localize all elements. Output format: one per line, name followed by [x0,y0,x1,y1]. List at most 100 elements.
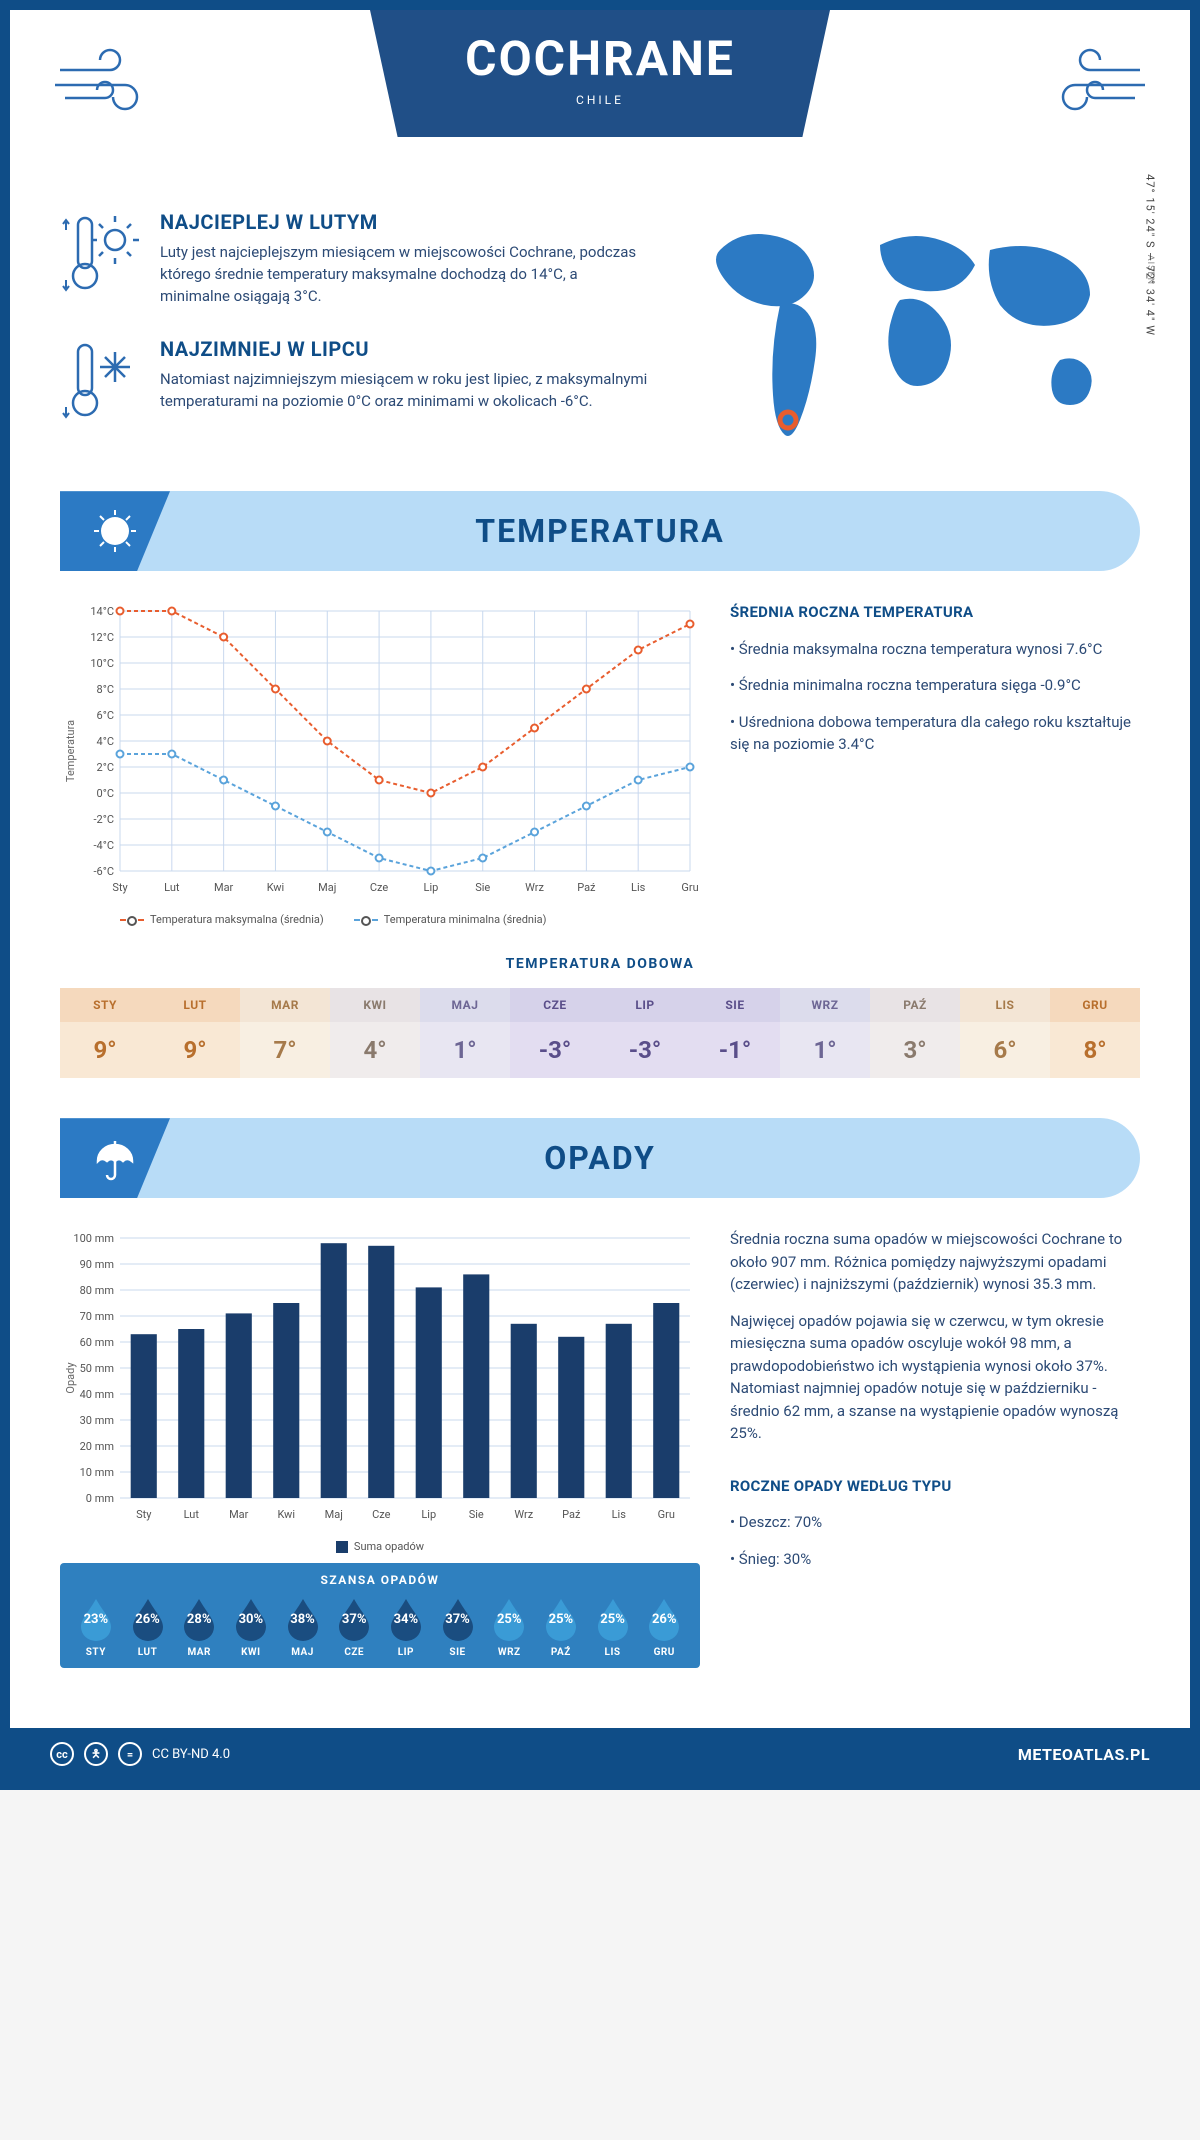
svg-text:Maj: Maj [325,1508,343,1521]
svg-text:Gru: Gru [658,1508,675,1521]
svg-text:60 mm: 60 mm [80,1336,114,1349]
precip-type-point: • Deszcz: 70% [730,1511,1140,1534]
svg-text:-4°C: -4°C [94,839,115,852]
svg-text:Kwi: Kwi [267,881,285,894]
daily-temp-cell: WRZ1° [780,988,870,1078]
svg-text:-6°C: -6°C [94,865,115,878]
svg-text:Sie: Sie [475,881,490,894]
nd-icon: = [118,1742,142,1766]
daily-temp-cell: CZE-3° [510,988,600,1078]
annual-temp-point: • Średnia maksymalna roczna temperatura … [730,638,1140,661]
rain-chance-cell: 37% CZE [328,1597,380,1658]
city-title: COCHRANE [370,30,830,87]
svg-text:Kwi: Kwi [277,1508,295,1521]
warm-fact-title: NAJCIEPLEJ W LUTYM [160,210,650,234]
coords-label: 47° 15' 24" S — 72° 34' 4" W [1144,174,1157,336]
rain-chance-cell: 30% KWI [225,1597,277,1658]
daily-temp-cell: GRU8° [1050,988,1140,1078]
daily-temp-table: STY9°LUT9°MAR7°KWI4°MAJ1°CZE-3°LIP-3°SIE… [60,988,1140,1078]
svg-text:Lip: Lip [424,881,439,894]
cold-fact-body: Natomiast najzimniejszym miesiącem w rok… [160,369,650,413]
rain-chance-cell: 26% LUT [122,1597,174,1658]
intro-row: NAJCIEPLEJ W LUTYM Luty jest najcieplejs… [10,190,1190,491]
precip-summary-paragraph: Średnia roczna suma opadów w miejscowośc… [730,1228,1140,1296]
svg-text:10 mm: 10 mm [80,1466,114,1479]
thermometer-sun-icon [60,210,140,307]
legend-min-label: Temperatura minimalna (średnia) [384,913,547,926]
rain-chance-cell: 25% LIS [587,1597,639,1658]
wind-icon [1030,40,1150,124]
rain-chance-cell: 25% WRZ [483,1597,535,1658]
svg-text:Temperatura: Temperatura [64,720,77,782]
svg-text:Lut: Lut [184,1508,200,1521]
temperature-legend: Temperatura maksymalna (średnia) Tempera… [60,913,700,926]
facts-column: NAJCIEPLEJ W LUTYM Luty jest najcieplejs… [60,210,650,461]
warm-fact: NAJCIEPLEJ W LUTYM Luty jest najcieplejs… [60,210,650,307]
annual-temp-point: • Średnia minimalna roczna temperatura s… [730,674,1140,697]
precipitation-chart-col: 0 mm10 mm20 mm30 mm40 mm50 mm60 mm70 mm8… [60,1228,700,1668]
svg-text:Sie: Sie [469,1508,484,1521]
page: COCHRANE CHILE NAJCIEPLEJ W LUTYM Luty j… [0,0,1200,1790]
precip-summary-paragraph: Najwięcej opadów pojawia się w czerwcu, … [730,1310,1140,1445]
rain-chance-cell: 34% LIP [380,1597,432,1658]
daily-temp-cell: STY9° [60,988,150,1078]
map-column: AISEN 47° 15' 24" S — 72° 34' 4" W [680,210,1140,461]
svg-text:Wrz: Wrz [514,1508,533,1521]
title-banner: COCHRANE CHILE [370,10,830,137]
rain-chance-cell: 37% SIE [432,1597,484,1658]
svg-text:Maj: Maj [318,881,336,894]
svg-text:2°C: 2°C [97,761,114,774]
precip-type-point: • Śnieg: 30% [730,1548,1140,1571]
cold-fact: NAJZIMNIEJ W LIPCU Natomiast najzimniejs… [60,337,650,431]
svg-text:4°C: 4°C [97,735,114,748]
rain-chance-cell: 28% MAR [173,1597,225,1658]
cc-icon: cc [50,1742,74,1766]
svg-text:50 mm: 50 mm [80,1362,114,1375]
rain-chance-cell: 26% GRU [638,1597,690,1658]
svg-text:Gru: Gru [681,881,698,894]
license-label: CC BY-ND 4.0 [152,1747,230,1762]
svg-text:Opady: Opady [64,1362,77,1394]
temperature-chart: -6°C-4°C-2°C0°C2°C4°C6°C8°C10°C12°C14°CS… [60,601,700,926]
annual-temp-point: • Uśredniona dobowa temperatura dla całe… [730,711,1140,756]
svg-text:Paź: Paź [562,1508,581,1521]
svg-text:100 mm: 100 mm [73,1232,114,1245]
temperature-row: -6°C-4°C-2°C0°C2°C4°C6°C8°C10°C12°C14°CS… [10,571,1190,956]
precipitation-row: 0 mm10 mm20 mm30 mm40 mm50 mm60 mm70 mm8… [10,1198,1190,1698]
cold-fact-title: NAJZIMNIEJ W LIPCU [160,337,650,361]
wind-icon [50,40,170,124]
umbrella-icon [60,1118,170,1198]
daily-temp-cell: PAŹ3° [870,988,960,1078]
svg-text:12°C: 12°C [90,631,114,644]
temperature-section-header: TEMPERATURA [60,491,1140,571]
precipitation-section-header: OPADY [60,1118,1140,1198]
rain-chance-cell: 38% MAJ [277,1597,329,1658]
legend-precip-label: Suma opadów [354,1540,424,1553]
daily-temp-cell: LIS6° [960,988,1050,1078]
svg-text:Cze: Cze [372,1508,391,1521]
warm-fact-body: Luty jest najcieplejszym miesiącem w mie… [160,242,650,307]
daily-temp-cell: KWI4° [330,988,420,1078]
legend-max-label: Temperatura maksymalna (średnia) [150,913,324,926]
svg-text:6°C: 6°C [97,709,114,722]
svg-text:-2°C: -2°C [94,813,115,826]
license-block: cc 🯅 = CC BY-ND 4.0 [50,1742,230,1766]
svg-text:14°C: 14°C [90,605,114,618]
svg-text:Lis: Lis [612,1508,627,1521]
rain-chance-cell: 25% PAŹ [535,1597,587,1658]
svg-text:Mar: Mar [229,1508,249,1521]
svg-text:Sty: Sty [136,1508,152,1521]
precip-type-title: ROCZNE OPADY WEDŁUG TYPU [730,1475,1140,1498]
header: COCHRANE CHILE [10,10,1190,190]
rain-chance-cell: 23% STY [70,1597,122,1658]
svg-text:Lip: Lip [421,1508,436,1521]
precipitation-text: Średnia roczna suma opadów w miejscowośc… [730,1228,1140,1668]
svg-text:Paź: Paź [577,881,596,894]
thermometer-snowflake-icon [60,337,140,431]
rain-chance-title: SZANSA OPADÓW [70,1573,690,1587]
precipitation-chart: 0 mm10 mm20 mm30 mm40 mm50 mm60 mm70 mm8… [60,1228,700,1528]
precipitation-title: OPADY [544,1139,656,1177]
by-icon: 🯅 [84,1742,108,1766]
temperature-annual-text: ŚREDNIA ROCZNA TEMPERATURA • Średnia mak… [730,601,1140,926]
svg-text:20 mm: 20 mm [80,1440,114,1453]
